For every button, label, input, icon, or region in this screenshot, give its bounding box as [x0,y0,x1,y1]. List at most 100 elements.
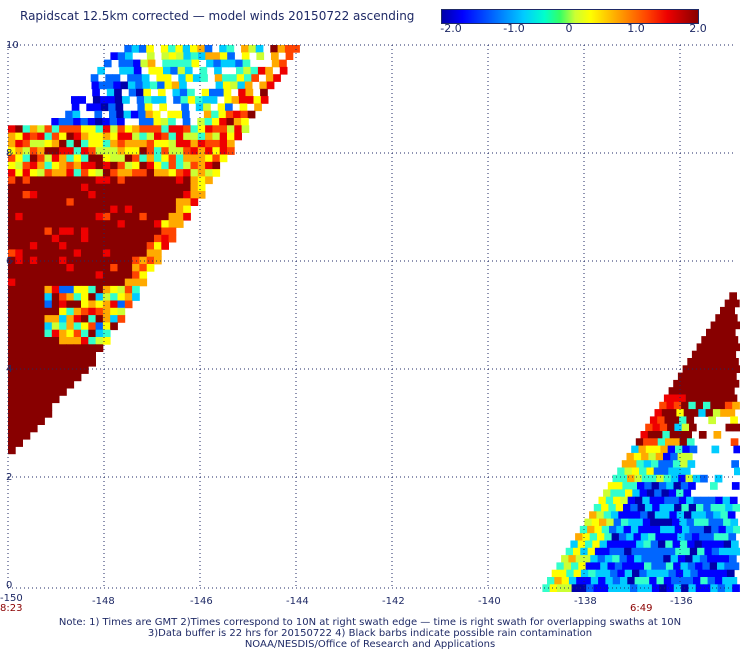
wind-cell [117,176,126,185]
wind-cell [78,96,86,104]
wind-cell [73,249,82,258]
wind-cell [622,482,631,490]
wind-cell [81,139,89,148]
wind-cell [8,220,16,228]
wind-cell [157,88,166,97]
wind-cell [703,504,711,512]
wind-cell [51,227,60,236]
wind-cell [66,139,75,148]
wind-cell [29,249,38,258]
wind-cell [139,278,148,287]
wind-cell [695,379,703,388]
wind-cell [51,191,60,199]
wind-cell [88,227,96,236]
wind-cell [44,154,53,163]
wind-cell [163,66,171,75]
wind-cell [22,147,31,155]
wind-cell [66,205,75,214]
wind-cell [733,547,740,556]
wind-cell [146,132,155,141]
wind-cell [139,234,148,243]
wind-cell [724,562,732,571]
wind-cell [709,562,718,571]
wind-cell [161,147,169,155]
wind-cell [29,220,38,228]
wind-cell [227,125,235,133]
wind-cell [160,118,169,126]
wind-cell [656,496,665,505]
wind-cell [180,96,189,104]
wind-cell [245,88,254,97]
wind-cell [715,496,723,505]
wind-cell [102,322,111,331]
wind-cell [703,343,712,352]
wind-cell [59,132,67,141]
wind-cell [154,139,162,148]
wind-cell [175,161,184,170]
wind-cell [219,45,227,53]
wind-cell [66,256,75,265]
wind-cell [44,307,53,316]
wind-cell [139,125,148,133]
wind-cell [8,125,16,133]
wind-cell [685,577,694,585]
wind-cell [127,74,135,82]
wind-cell [29,264,38,272]
wind-cell [700,496,709,505]
wind-cell [117,278,126,287]
wind-cell [81,264,89,272]
wind-cell [81,337,89,345]
wind-cell [15,125,23,133]
wind-cell [597,555,606,563]
wind-cell [723,358,732,366]
wind-cell [241,45,249,53]
wind-cell [653,445,661,454]
wind-cell [102,212,111,221]
wind-cell [168,52,177,60]
wind-cell [66,227,75,236]
wind-cell [29,293,38,301]
wind-cell [713,350,722,359]
wind-cell [8,264,16,272]
wind-cell [715,336,724,344]
wind-cell [8,176,16,185]
wind-cell [720,328,729,337]
wind-cell [637,504,646,512]
wind-cell [100,96,108,104]
wind-cell [73,118,81,126]
wind-cell [65,110,73,119]
wind-cell [202,96,211,104]
wind-cell [197,147,206,155]
wind-cell [682,445,690,454]
wind-cell [15,212,23,221]
wind-cell [640,511,648,519]
wind-cell [66,300,75,309]
wind-cell [671,416,680,425]
wind-cell [125,52,133,60]
left-swath-time: 8:23 [0,603,22,614]
wind-cell [190,45,198,53]
wind-cell [683,387,691,395]
wind-cell [668,569,677,578]
wind-cell [168,147,177,155]
wind-cell [144,103,153,112]
wind-cell [8,191,16,199]
wind-cell [212,125,221,133]
wind-cell [87,118,96,126]
wind-cell [15,242,23,250]
wind-cell [22,300,31,309]
wind-cell [697,547,705,556]
wind-cell [15,431,23,440]
wind-cell [205,154,213,163]
wind-cell [168,125,177,133]
wind-cell [100,103,109,112]
wind-cell [161,227,169,236]
wind-cell [95,293,104,301]
wind-cell [146,154,155,163]
wind-cell [629,482,638,490]
wind-cell [162,59,170,68]
wind-cell [705,511,714,519]
wind-cell [714,372,723,381]
wind-cell [700,577,708,585]
